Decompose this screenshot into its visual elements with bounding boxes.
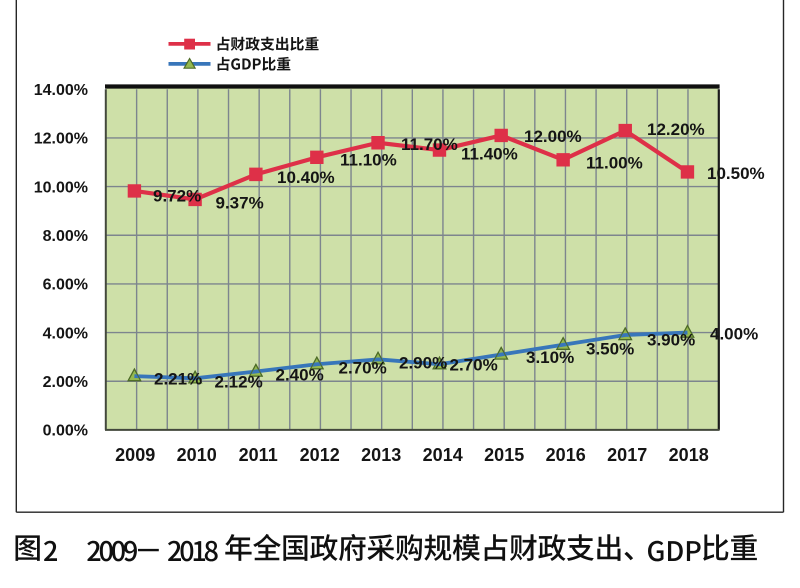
svg-text:10.00%: 10.00% xyxy=(34,179,88,196)
svg-text:11.10%: 11.10% xyxy=(340,151,397,170)
svg-text:12.00%: 12.00% xyxy=(524,127,582,146)
svg-text:11.40%: 11.40% xyxy=(461,145,518,164)
svg-text:3.10%: 3.10% xyxy=(526,348,574,367)
svg-text:2.70%: 2.70% xyxy=(339,359,387,378)
svg-text:2011: 2011 xyxy=(239,445,278,465)
svg-text:9.72%: 9.72% xyxy=(153,187,201,206)
svg-text:4.00%: 4.00% xyxy=(43,325,88,342)
svg-text:11.70%: 11.70% xyxy=(401,135,458,154)
svg-text:3.50%: 3.50% xyxy=(586,340,634,359)
svg-text:2016: 2016 xyxy=(546,445,586,465)
svg-text:3.90%: 3.90% xyxy=(647,331,695,350)
svg-text:2010: 2010 xyxy=(177,445,217,465)
svg-text:14.00%: 14.00% xyxy=(34,82,88,99)
svg-text:2015: 2015 xyxy=(484,445,524,465)
svg-text:12.00%: 12.00% xyxy=(34,131,88,148)
svg-text:6.00%: 6.00% xyxy=(43,277,88,294)
svg-text:2.00%: 2.00% xyxy=(43,374,88,391)
svg-text:2.70%: 2.70% xyxy=(450,356,498,375)
svg-text:2017: 2017 xyxy=(607,445,647,465)
svg-text:2.40%: 2.40% xyxy=(276,366,324,385)
svg-text:2013: 2013 xyxy=(361,445,401,465)
svg-text:11.00%: 11.00% xyxy=(586,154,643,173)
svg-text:2012: 2012 xyxy=(300,445,340,465)
svg-text:4.00%: 4.00% xyxy=(710,325,758,344)
svg-text:0.00%: 0.00% xyxy=(43,423,88,440)
svg-text:2.90%: 2.90% xyxy=(399,354,447,373)
svg-text:12.20%: 12.20% xyxy=(647,120,705,139)
svg-text:2018: 2018 xyxy=(669,445,709,465)
svg-text:2009: 2009 xyxy=(115,445,155,465)
svg-text:10.40%: 10.40% xyxy=(277,168,335,187)
svg-text:2014: 2014 xyxy=(423,445,463,465)
svg-text:10.50%: 10.50% xyxy=(707,164,765,183)
svg-text:2.12%: 2.12% xyxy=(215,373,263,392)
svg-text:8.00%: 8.00% xyxy=(43,228,88,245)
svg-text:9.37%: 9.37% xyxy=(216,194,264,213)
svg-text:2.21%: 2.21% xyxy=(154,370,202,389)
